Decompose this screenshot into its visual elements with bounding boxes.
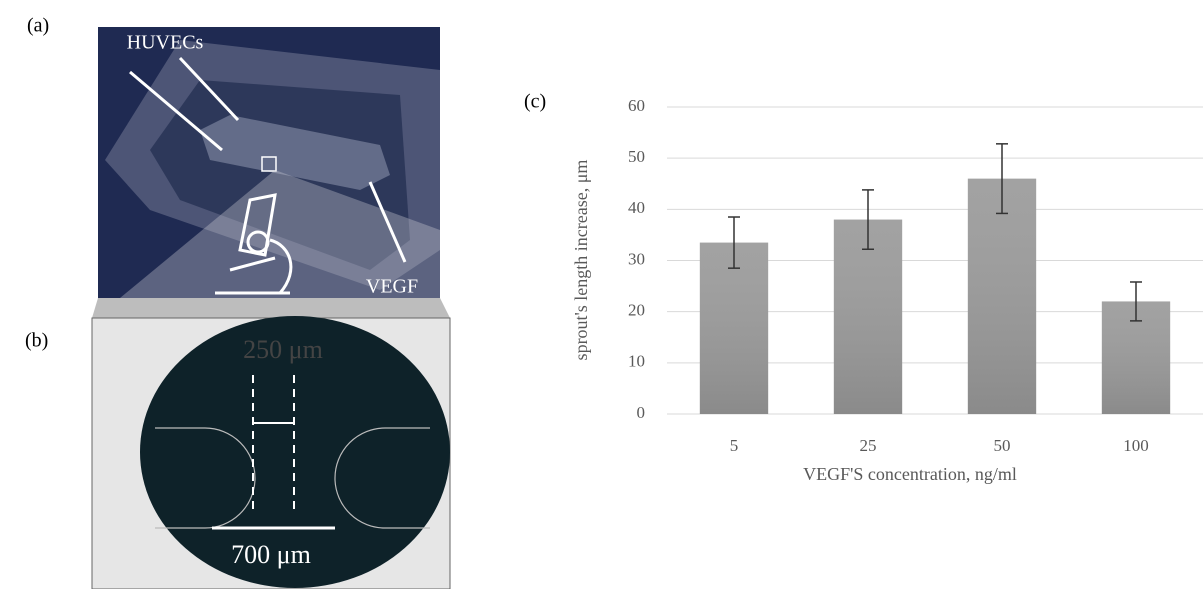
y-tick-label: 40 xyxy=(628,198,645,217)
x-tick-label: 100 xyxy=(1123,436,1149,455)
y-tick-label: 30 xyxy=(628,249,645,268)
annotation: HUVECs xyxy=(127,32,204,54)
x-tick-label: 50 xyxy=(994,436,1011,455)
y-tick-label: 60 xyxy=(628,96,645,115)
panel-label: (a) xyxy=(27,15,49,37)
x-axis-title: VEGF'S concentration, ng/ml xyxy=(803,464,1017,484)
chart: 0 10 20 30 40 50 60 5 25 50 100 xyxy=(628,96,1203,455)
zoom-cone xyxy=(92,298,450,318)
panel-label: (b) xyxy=(25,330,48,352)
y-tick-label: 0 xyxy=(637,403,646,422)
x-tick-label: 25 xyxy=(860,436,877,455)
y-tick-label: 10 xyxy=(628,352,645,371)
y-axis-title: sprout's length increase, μm xyxy=(571,160,591,361)
device-photo xyxy=(98,27,440,298)
dimension-label: 700 μm xyxy=(231,540,311,569)
y-tick-label: 20 xyxy=(628,301,645,320)
panel-label: (c) xyxy=(524,91,546,113)
y-tick-label: 50 xyxy=(628,147,645,166)
page: (a) HUVECs VEGF (b) 250 μm 700 xyxy=(0,0,1203,589)
x-tick-label: 5 xyxy=(730,436,739,455)
figure: (a) HUVECs VEGF (b) 250 μm 700 xyxy=(0,0,1203,589)
annotation: VEGF xyxy=(366,276,418,298)
dimension-label: 250 μm xyxy=(243,335,323,364)
